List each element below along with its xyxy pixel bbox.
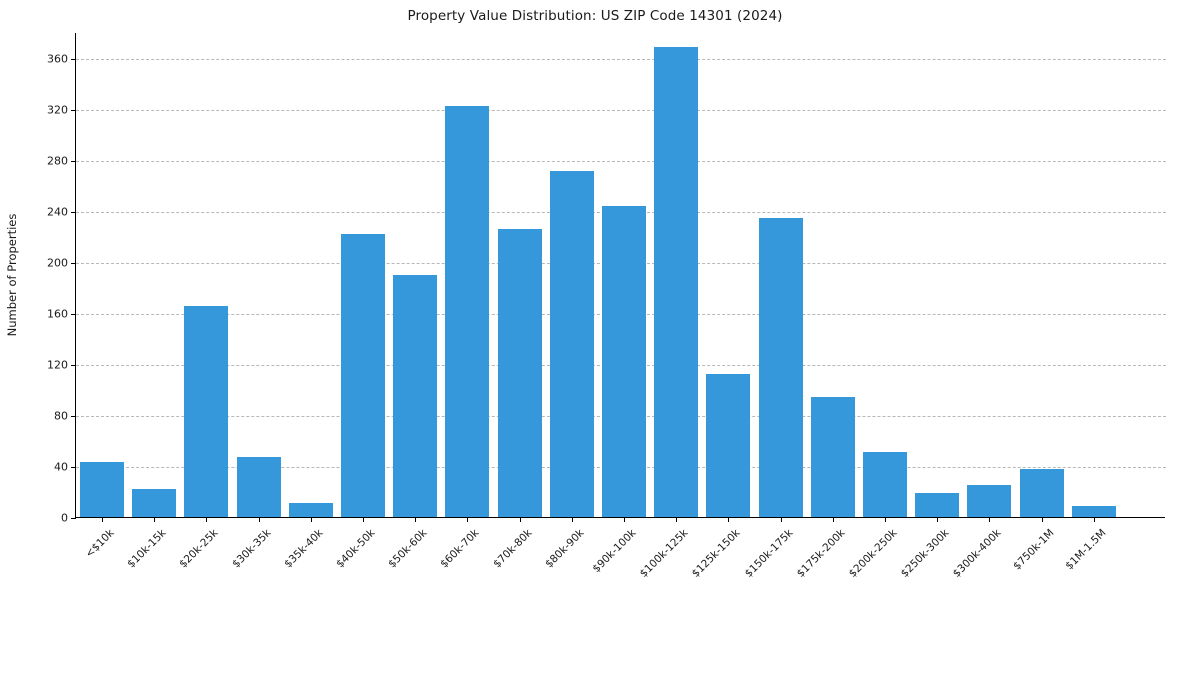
x-tick-mark [885,517,886,522]
x-tick-mark [1093,517,1095,522]
gridline [76,58,1166,60]
x-tick-mark [519,517,521,522]
x-tick-mark [571,517,573,522]
x-tick-mark [832,517,834,522]
bar [288,502,333,517]
x-tick-mark [1041,517,1043,522]
y-tick-label: 40 [54,460,68,474]
x-tick-mark [467,517,469,522]
y-tick-mark [71,415,76,417]
y-tick-mark [71,160,76,162]
chart-figure: Property Value Distribution: US ZIP Code… [5,8,1166,580]
x-tick-mark [676,517,678,522]
chart-title: Property Value Distribution: US ZIP Code… [407,8,783,24]
bar [1019,468,1064,517]
x-tick-mark [154,517,156,522]
y-tick-label: 280 [47,154,68,168]
x-tick-mark [310,517,312,522]
x-tick-mark [989,517,991,522]
x-tick-mark [780,517,782,522]
bar [497,228,542,517]
y-tick-mark [71,313,76,315]
bar [654,47,699,517]
y-tick-mark [71,109,76,111]
y-tick-label: 200 [47,256,68,270]
x-tick-mark [728,517,730,522]
x-tick-mark [102,517,103,522]
x-tick-mark [363,517,364,522]
bar [132,488,177,517]
y-tick-mark [71,262,76,264]
plot-area: Number of Properties 0 40 80 120 160 200 240 28… [5,33,1166,580]
bar [341,233,385,517]
bar [445,106,490,517]
y-tick-mark [71,58,76,60]
y-tick-label: 0 [61,511,68,525]
x-tick-mark [258,517,260,522]
bar [80,462,124,517]
gridline [76,160,1166,162]
y-tick-label: 160 [47,307,68,321]
bar [863,451,907,517]
bar [602,205,646,517]
x-tick-mark [624,517,625,522]
y-tick-label: 80 [54,409,68,423]
gridline [76,109,1166,111]
bar [236,457,281,517]
y-tick-mark [71,211,76,213]
y-tick-label: 240 [47,205,68,219]
x-tick-mark [415,517,417,522]
y-tick-mark [71,518,76,519]
bar [184,306,229,517]
bar [810,397,855,517]
y-tick-mark [71,364,76,366]
bar [549,171,594,517]
x-tick-mark [206,517,208,522]
x-tick-mark [937,517,939,522]
bar [706,374,751,517]
y-axis-label: Number of Properties [5,213,19,337]
y-tick-label: 120 [47,358,68,372]
bar [915,492,960,517]
y-tick-mark [71,466,76,468]
bar [758,218,803,517]
y-tick-label: 320 [47,103,68,117]
bar [1071,505,1116,517]
bar [393,274,438,517]
bar [967,485,1012,517]
y-tick-label: 360 [47,52,68,66]
